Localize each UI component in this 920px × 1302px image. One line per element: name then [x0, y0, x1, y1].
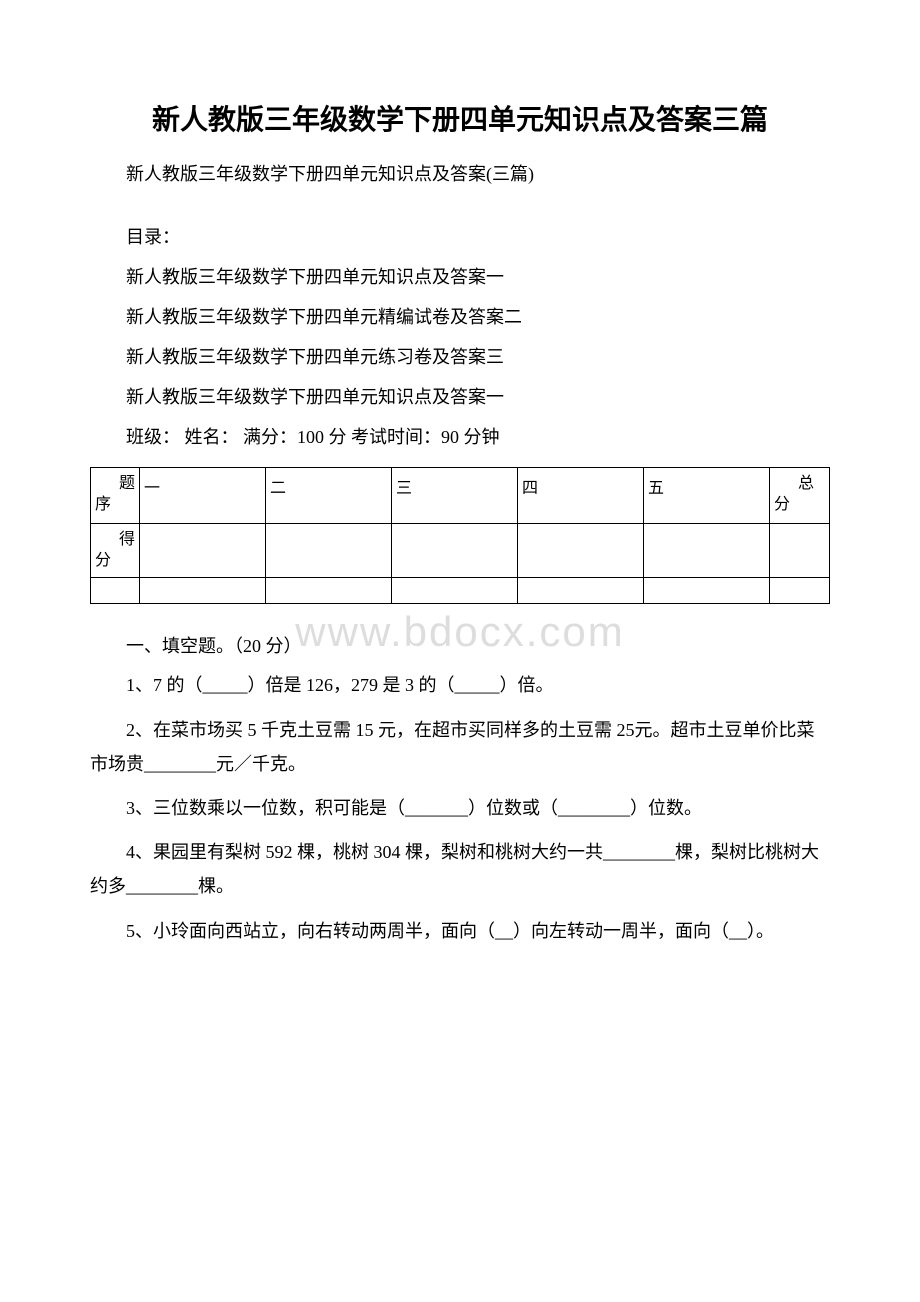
table-cell	[391, 523, 517, 578]
subtitle: 新人教版三年级数学下册四单元知识点及答案(三篇)	[90, 160, 830, 189]
table-row: 题序 一 二 三 四 五 总分	[91, 467, 830, 523]
table-cell	[643, 578, 769, 604]
table-cell	[770, 578, 830, 604]
question-text: 2、在菜市场买 5 千克土豆需 15 元，在超市买同样多的土豆需 25元。超市土…	[90, 713, 830, 781]
toc-item: 新人教版三年级数学下册四单元知识点及答案一	[90, 379, 830, 415]
table-header-cell: 题序	[91, 467, 140, 523]
table-header-cell: 一	[140, 467, 266, 523]
page-title: 新人教版三年级数学下册四单元知识点及答案三篇	[90, 100, 830, 142]
table-cell	[770, 523, 830, 578]
table-cell	[140, 578, 266, 604]
toc-item: 新人教版三年级数学下册四单元知识点及答案一	[90, 259, 830, 295]
table-cell	[643, 523, 769, 578]
table-cell	[266, 523, 392, 578]
question-text: 3、三位数乘以一位数，积可能是（_______）位数或（________）位数。	[90, 791, 830, 825]
exam-info: 班级： 姓名： 满分：100 分 考试时间：90 分钟	[90, 419, 830, 455]
question-text: 1、7 的（_____）倍是 126，279 是 3 的（_____）倍。	[90, 668, 830, 702]
question-text: 4、果园里有梨树 592 棵，桃树 304 棵，梨树和桃树大约一共_______…	[90, 835, 830, 903]
section-title: 一、填空题。（20 分）	[90, 628, 830, 664]
table-cell	[140, 523, 266, 578]
toc-item: 新人教版三年级数学下册四单元精编试卷及答案二	[90, 299, 830, 335]
score-table: 题序 一 二 三 四 五 总分 得分	[90, 467, 830, 605]
table-header-cell: 三	[391, 467, 517, 523]
toc-item: 新人教版三年级数学下册四单元练习卷及答案三	[90, 339, 830, 375]
table-row: 得分	[91, 523, 830, 578]
table-header-cell: 五	[643, 467, 769, 523]
table-cell	[517, 523, 643, 578]
question-text: 5、小玲面向西站立，向右转动两周半，面向（__）向左转动一周半，面向（__）。	[90, 914, 830, 948]
table-cell	[266, 578, 392, 604]
toc-header: 目录：	[90, 219, 830, 255]
table-header-cell: 二	[266, 467, 392, 523]
table-row	[91, 578, 830, 604]
table-cell	[517, 578, 643, 604]
table-cell: 得分	[91, 523, 140, 578]
table-cell	[91, 578, 140, 604]
document-content: 新人教版三年级数学下册四单元知识点及答案三篇 新人教版三年级数学下册四单元知识点…	[90, 100, 830, 948]
table-header-cell: 总分	[770, 467, 830, 523]
table-header-cell: 四	[517, 467, 643, 523]
table-cell	[391, 578, 517, 604]
